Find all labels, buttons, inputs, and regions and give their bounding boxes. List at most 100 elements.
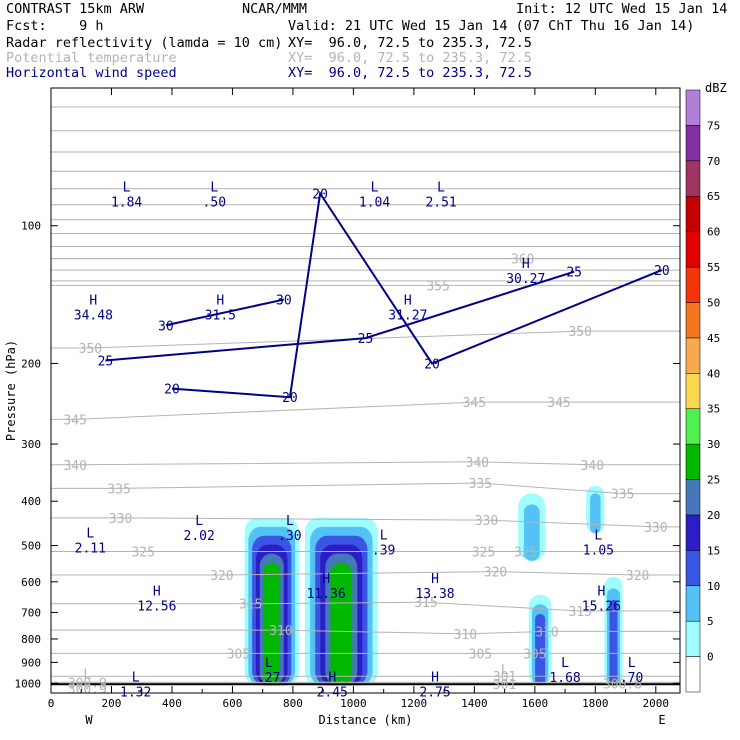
y-tick-label: 1000 [15,677,42,690]
x-axis-label: Distance (km) [319,713,413,727]
high-marker: H [404,293,412,308]
theta-contour-label: 330 [644,521,667,536]
theta-contour-label: 345 [63,413,86,428]
extremum-value: 31.27 [388,308,427,323]
theta-contour-label: 305 [469,647,492,662]
colorbar-swatch [685,443,701,480]
theta-contour-340 [51,461,680,466]
low-marker: L [501,663,509,678]
y-tick-label: 200 [21,357,41,370]
low-marker: L [265,656,273,671]
theta-contour-310 [51,629,680,635]
field-reflectivity-xy: XY= 96.0, 72.5 to 235.3, 72.5 [288,35,532,51]
colorbar-swatch [685,302,701,339]
colorbar-level-label: 50 [707,296,720,309]
wind-contour-label: 25 [358,332,374,347]
y-tick-label: 100 [21,220,41,233]
colorbar-swatch [685,195,701,232]
low-marker: L [210,180,218,195]
wind-contour-label: 30 [158,319,174,334]
theta-contour-label: 350 [568,325,591,340]
colorbar-swatch [685,337,701,374]
theta-contour-label: 300.8 [603,677,642,692]
field-theta-name: Potential temperature [6,50,177,66]
theta-contour-335 [51,482,680,495]
theta-contour-label: 340 [63,459,86,474]
x-tick-label: 1800 [582,697,609,710]
theta-contour-label: 335 [107,482,130,497]
model-title: CONTRAST 15km ARW [6,1,145,17]
colorbar-level-label: 0 [707,651,714,664]
colorbar-level-label: 30 [707,438,720,451]
x-tick-label: 2000 [643,697,670,710]
wind-contour-label: 20 [312,187,328,202]
colorbar-unit: dBZ [705,81,727,95]
y-tick-label: 500 [21,540,41,553]
field-theta-xy: XY= 96.0, 72.5 to 235.3, 72.5 [288,50,532,66]
low-marker: L [83,667,91,682]
field-wind-xy: XY= 96.0, 72.5 to 235.3, 72.5 [288,65,532,81]
theta-contour-label: 315 [414,596,437,611]
high-marker: H [597,585,605,600]
extremum-value: 300.9 [68,682,107,697]
colorbar-level-label: 15 [707,544,720,557]
colorbar-level-label: 40 [707,367,720,380]
forecast-hour: Fcst: 9 h [6,18,104,34]
theta-contour-label: 310 [535,625,558,640]
wind-contour-30 [165,298,285,327]
high-marker: H [328,670,336,685]
theta-contour-label: 355 [426,279,449,294]
wind-contour-label: 25 [566,266,582,281]
theta-contour-label: 320 [626,569,649,584]
theta-contour-label: 310 [454,628,477,643]
y-tick-label: 300 [21,438,41,451]
reflectivity-cell-3-level-10 [523,504,540,561]
theta-contour-label: 335 [611,488,634,503]
colorbar-swatch [685,585,701,622]
low-marker: L [286,514,294,529]
west-label: W [85,713,93,727]
x-tick-label: 800 [283,697,303,710]
wind-contour-label: 25 [98,354,114,369]
east-label: E [658,713,665,727]
extremum-value: 15.26 [582,600,621,615]
extremum-value: 2.51 [425,195,456,210]
theta-contour-350 [51,330,680,349]
high-marker: H [431,572,439,587]
colorbar-level-label: 55 [707,261,720,274]
colorbar-swatch [685,266,701,303]
theta-contour-label: 345 [463,396,486,411]
valid-time: Valid: 21 UTC Wed 15 Jan 14 (07 ChT Thu … [288,18,695,34]
x-tick-label: 1600 [522,697,549,710]
extremum-value: 13.38 [415,587,454,602]
low-marker: L [437,180,445,195]
reflectivity-cell-2-level-30 [330,562,353,686]
extremum-value: 1.68 [549,671,580,686]
y-tick-label: 400 [21,495,41,508]
colorbar-swatch [685,89,701,126]
theta-contour-label: 325 [131,545,154,560]
theta-contour-label: 340 [466,456,489,471]
wind-contour-label: 30 [276,294,292,309]
colorbar-level-label: 75 [707,119,720,132]
y-tick-label: 800 [21,633,41,646]
reflectivity-cell-6-level-15 [609,599,618,686]
theta-contour-label: 330 [109,512,132,527]
extremum-value: .27 [257,671,280,686]
colorbar-swatch [685,160,701,197]
colorbar-swatch [685,408,701,445]
colorbar-swatch [685,656,701,693]
x-tick-label: 0 [48,697,55,710]
high-marker: H [431,670,439,685]
theta-contour-345 [51,401,680,420]
low-marker: L [380,529,388,544]
low-marker: L [132,670,140,685]
low-marker: L [628,656,636,671]
colorbar-swatch [685,231,701,268]
extremum-value: 2.11 [75,542,106,557]
y-tick-label: 700 [21,606,41,619]
y-tick-label: 600 [21,576,41,589]
colorbar-level-label: 45 [707,332,720,345]
extremum-value: 12.56 [137,600,176,615]
field-reflectivity-name: Radar reflectivity (lamda = 10 cm) [6,35,283,51]
